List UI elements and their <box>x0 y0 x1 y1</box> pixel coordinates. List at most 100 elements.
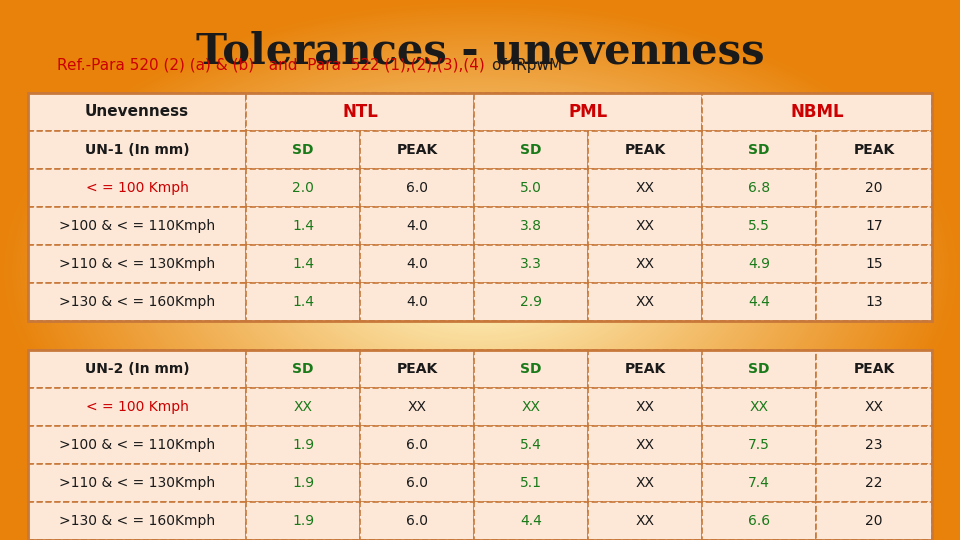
Bar <box>28 131 246 169</box>
Text: 7.5: 7.5 <box>748 438 770 452</box>
Bar <box>246 502 360 540</box>
Bar <box>702 283 816 321</box>
Bar <box>28 350 932 540</box>
Text: Tolerances - unevenness: Tolerances - unevenness <box>196 30 764 72</box>
Text: PEAK: PEAK <box>396 143 438 157</box>
Text: Unevenness: Unevenness <box>84 105 189 119</box>
Text: >130 & < = 160Kmph: >130 & < = 160Kmph <box>59 514 215 528</box>
Text: XX: XX <box>636 438 655 452</box>
Text: SD: SD <box>520 143 541 157</box>
Bar <box>588 207 702 245</box>
Text: 22: 22 <box>865 476 883 490</box>
Bar <box>702 502 816 540</box>
Bar <box>28 283 246 321</box>
Bar <box>816 426 932 464</box>
Text: UN-2 (In mm): UN-2 (In mm) <box>84 362 189 376</box>
Text: 2.0: 2.0 <box>292 181 314 195</box>
Bar <box>28 502 246 540</box>
Bar <box>702 388 816 426</box>
Text: 1.4: 1.4 <box>292 257 314 271</box>
Text: >100 & < = 110Kmph: >100 & < = 110Kmph <box>59 438 215 452</box>
Text: < = 100 Kmph: < = 100 Kmph <box>85 181 188 195</box>
Bar <box>246 350 360 388</box>
Text: SD: SD <box>292 362 314 376</box>
Text: PEAK: PEAK <box>624 362 665 376</box>
Bar <box>474 283 588 321</box>
Text: 4.9: 4.9 <box>748 257 770 271</box>
Text: 4.0: 4.0 <box>406 295 428 309</box>
Bar <box>246 93 474 131</box>
Bar <box>816 207 932 245</box>
Text: NBML: NBML <box>790 103 844 121</box>
Bar <box>588 245 702 283</box>
Text: 5.1: 5.1 <box>520 476 542 490</box>
Text: XX: XX <box>521 400 540 414</box>
Bar <box>474 169 588 207</box>
Bar <box>246 388 360 426</box>
Bar <box>28 207 246 245</box>
Bar <box>474 245 588 283</box>
Text: 2.9: 2.9 <box>520 295 542 309</box>
Text: 4.0: 4.0 <box>406 257 428 271</box>
Text: 1.4: 1.4 <box>292 219 314 233</box>
Text: 3.8: 3.8 <box>520 219 542 233</box>
Text: 23: 23 <box>865 438 883 452</box>
Bar <box>702 350 816 388</box>
Bar <box>474 502 588 540</box>
Text: of IRpwM: of IRpwM <box>492 58 563 73</box>
Text: 5.4: 5.4 <box>520 438 542 452</box>
Text: 6.0: 6.0 <box>406 514 428 528</box>
Bar <box>702 464 816 502</box>
Bar <box>588 464 702 502</box>
Bar <box>702 245 816 283</box>
Bar <box>816 245 932 283</box>
Text: PEAK: PEAK <box>624 143 665 157</box>
Bar <box>816 169 932 207</box>
Bar <box>246 426 360 464</box>
Bar <box>246 169 360 207</box>
Bar <box>474 426 588 464</box>
Text: NTL: NTL <box>342 103 378 121</box>
Text: XX: XX <box>294 400 313 414</box>
Text: 6.0: 6.0 <box>406 181 428 195</box>
Text: PEAK: PEAK <box>853 143 895 157</box>
Text: 4.4: 4.4 <box>520 514 542 528</box>
Bar <box>588 388 702 426</box>
Text: PML: PML <box>568 103 608 121</box>
Bar <box>360 131 474 169</box>
Bar <box>28 426 246 464</box>
Text: 6.0: 6.0 <box>406 438 428 452</box>
Text: XX: XX <box>636 400 655 414</box>
Text: 6.8: 6.8 <box>748 181 770 195</box>
Text: XX: XX <box>636 219 655 233</box>
Bar <box>246 283 360 321</box>
Text: 20: 20 <box>865 181 883 195</box>
Text: XX: XX <box>407 400 426 414</box>
Bar <box>246 464 360 502</box>
Text: 6.6: 6.6 <box>748 514 770 528</box>
Bar <box>816 131 932 169</box>
Bar <box>588 283 702 321</box>
Text: UN-1 (In mm): UN-1 (In mm) <box>84 143 189 157</box>
Text: >110 & < = 130Kmph: >110 & < = 130Kmph <box>59 476 215 490</box>
Bar <box>360 502 474 540</box>
Bar <box>474 388 588 426</box>
Bar <box>360 283 474 321</box>
Text: 20: 20 <box>865 514 883 528</box>
Bar <box>474 207 588 245</box>
Text: SD: SD <box>748 143 770 157</box>
Text: 6.0: 6.0 <box>406 476 428 490</box>
Bar <box>816 464 932 502</box>
Bar <box>360 464 474 502</box>
Bar <box>588 350 702 388</box>
Bar <box>588 502 702 540</box>
Bar <box>28 245 246 283</box>
Bar <box>360 426 474 464</box>
Text: PEAK: PEAK <box>853 362 895 376</box>
Text: 1.9: 1.9 <box>292 438 314 452</box>
Bar <box>702 93 932 131</box>
Text: XX: XX <box>636 257 655 271</box>
Bar <box>816 283 932 321</box>
Text: 5.5: 5.5 <box>748 219 770 233</box>
Bar <box>360 207 474 245</box>
